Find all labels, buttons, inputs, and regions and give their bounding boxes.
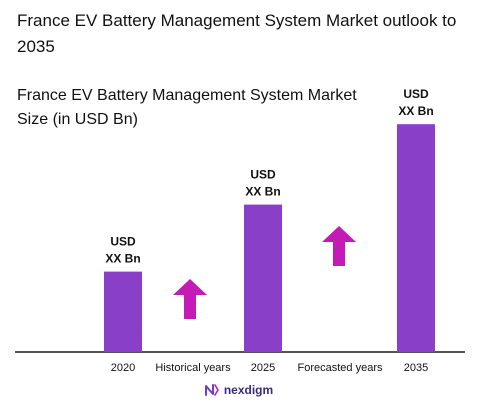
- data-label: USD: [250, 168, 276, 182]
- period-label: Historical years: [155, 362, 231, 374]
- tick-label: 2035: [404, 362, 428, 374]
- bar-2020: [104, 271, 142, 352]
- tick-label: 2025: [251, 362, 275, 374]
- data-label: USD: [403, 87, 429, 101]
- chart-title: France EV Battery Management System Mark…: [17, 11, 457, 56]
- chart-subtitle: France EV Battery Management System Mark…: [17, 87, 357, 128]
- footer-brand: nexdigm: [0, 383, 477, 400]
- bar-2035: [397, 124, 435, 352]
- bar-2025: [244, 204, 282, 352]
- data-label: XX Bn: [398, 104, 433, 118]
- growth-arrow-icon: [322, 226, 356, 266]
- period-label: Forecasted years: [298, 362, 383, 374]
- data-label: XX Bn: [105, 252, 140, 266]
- growth-arrow-icon: [173, 279, 207, 319]
- nexdigm-logo-icon: [204, 383, 220, 397]
- data-label: XX Bn: [245, 185, 280, 199]
- data-label: USD: [110, 235, 136, 249]
- brand-name: nexdigm: [223, 383, 274, 397]
- tick-label: 2020: [111, 362, 135, 374]
